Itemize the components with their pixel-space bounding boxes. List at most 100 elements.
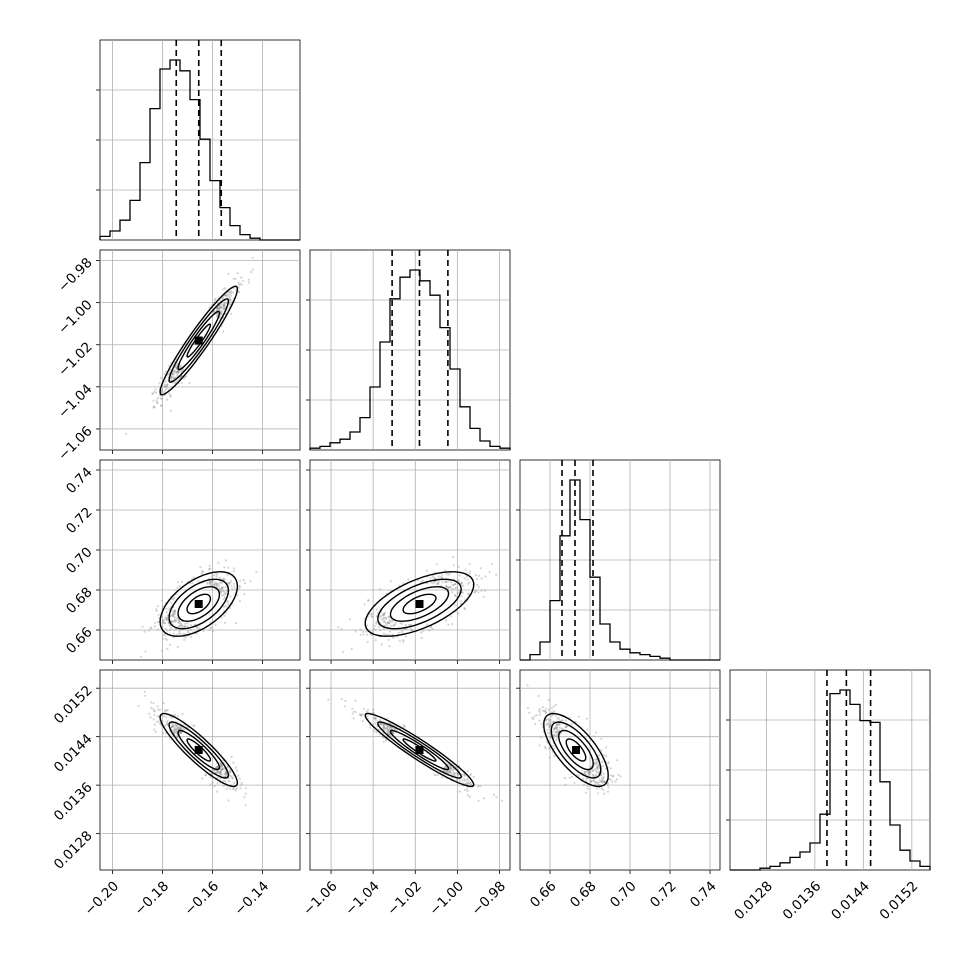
sample-point (224, 773, 227, 776)
sample-point (175, 619, 178, 622)
sample-point (458, 780, 461, 783)
sample-point (360, 714, 363, 717)
x-tick-label: 0.0144 (828, 878, 873, 923)
sample-point (217, 306, 220, 309)
sample-point (223, 566, 226, 569)
sample-point (220, 590, 223, 593)
sample-point (228, 768, 231, 771)
sample-point (178, 624, 182, 627)
sample-point (220, 768, 223, 771)
sample-point (379, 718, 382, 722)
sample-point (169, 614, 172, 618)
sample-point (558, 723, 561, 727)
sample-point (601, 787, 604, 790)
sample-point (547, 747, 551, 750)
sample-point (495, 796, 498, 799)
sample-point (232, 291, 235, 294)
sample-point (223, 773, 227, 776)
sample-point (606, 782, 609, 785)
sample-point (163, 390, 166, 393)
sample-point (374, 717, 378, 720)
sample-point (386, 727, 389, 730)
sample-point (213, 298, 216, 302)
sample-point (156, 705, 159, 708)
sample-point (586, 728, 589, 731)
sample-point (586, 777, 589, 780)
sample-point (172, 725, 175, 728)
sample-point (211, 573, 214, 577)
sample-point (209, 581, 213, 584)
sample-point (170, 614, 173, 617)
x-tick-label: 0.0152 (877, 878, 922, 923)
sample-point (568, 776, 571, 779)
x-tick-label: −1.06 (300, 878, 341, 919)
sample-point (441, 581, 444, 584)
sample-point (477, 785, 480, 788)
sample-point (208, 581, 212, 584)
sample-point (388, 726, 391, 729)
sample-point (595, 731, 598, 734)
sample-point (451, 591, 454, 594)
sample-point (236, 272, 239, 275)
sample-point (170, 620, 173, 623)
sample-point (583, 772, 587, 776)
sample-point (219, 306, 222, 309)
sample-point (208, 568, 211, 571)
sample-point (480, 577, 483, 580)
sample-point (217, 583, 220, 586)
sample-point (553, 728, 556, 731)
sample-point (232, 582, 235, 586)
sample-point (220, 763, 223, 767)
sample-point (549, 718, 553, 722)
sample-point (213, 769, 216, 772)
scatter-panel-2-0 (96, 459, 301, 664)
sample-point (467, 782, 470, 785)
y-tick-label: −1.04 (55, 381, 96, 422)
sample-point (392, 623, 395, 627)
sample-point (243, 796, 246, 799)
sample-point (373, 712, 376, 715)
sample-point (163, 634, 167, 637)
sample-point (437, 580, 440, 584)
y-tick-label: −1.06 (55, 423, 96, 464)
density-contour-3 (402, 593, 437, 615)
sample-point (171, 725, 174, 728)
sample-point (221, 586, 224, 589)
sample-point (444, 569, 447, 572)
sample-point (222, 308, 225, 311)
sample-point (178, 585, 181, 588)
sample-point (158, 722, 162, 725)
sample-point (392, 732, 395, 735)
y-tick-label: 0.0144 (51, 731, 96, 776)
sample-point (444, 619, 447, 622)
sample-point (444, 580, 447, 584)
sample-point (169, 715, 172, 718)
sample-point (178, 730, 181, 734)
sample-point (459, 600, 462, 603)
sample-point (386, 731, 390, 734)
sample-point (388, 619, 391, 622)
sample-point (382, 613, 385, 616)
sample-point (538, 713, 541, 717)
sample-point (598, 780, 601, 784)
sample-point (544, 747, 547, 750)
sample-point (466, 770, 469, 773)
sample-point (606, 783, 609, 786)
sample-point (226, 573, 229, 576)
sample-point (479, 567, 483, 570)
sample-point (552, 745, 555, 748)
sample-point (538, 719, 541, 722)
sample-point (157, 613, 160, 616)
sample-point (392, 625, 395, 628)
sample-point (583, 771, 586, 774)
sample-point (153, 723, 157, 726)
sample-point (444, 581, 447, 584)
sample-point (219, 771, 222, 774)
sample-point (162, 622, 166, 625)
sample-point (370, 612, 373, 615)
sample-point (221, 586, 224, 590)
sample-point (547, 722, 550, 725)
sample-point (161, 605, 164, 608)
sample-point (463, 778, 466, 781)
sample-point (158, 708, 161, 711)
